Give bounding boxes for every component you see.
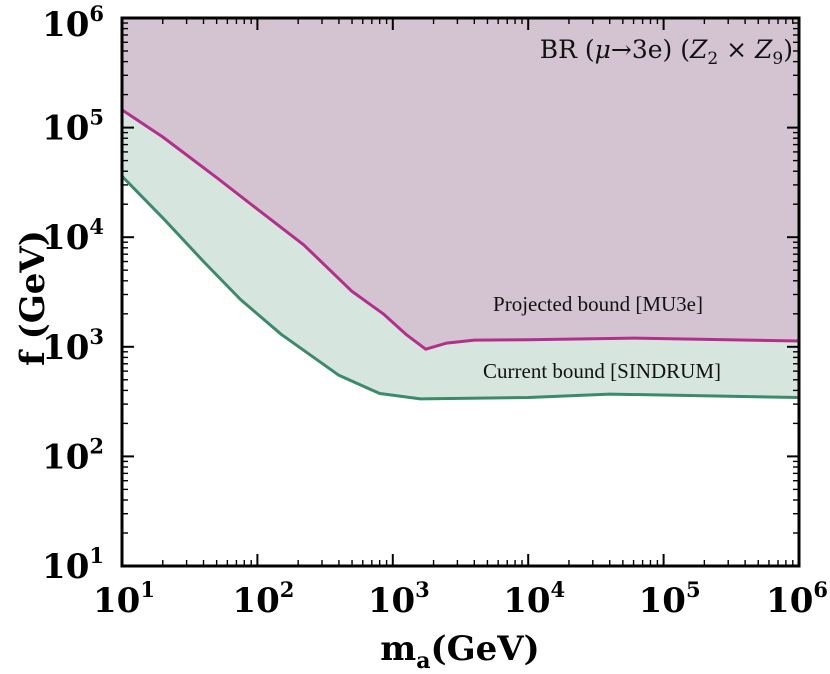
- x-tick-label: 103: [368, 577, 430, 621]
- x-tick-label: 101: [93, 577, 155, 621]
- y-tick-label: 105: [42, 105, 104, 149]
- plot-frame: [120, 16, 801, 568]
- x-tick-label: 102: [232, 577, 294, 621]
- region-fills: [122, 18, 799, 399]
- bound-curves: [120, 108, 800, 401]
- current-excluded-region: [122, 109, 799, 399]
- y-tick-labels: 101 102 103 104 105 106: [42, 1, 104, 587]
- current-bound-label: Current bound [SINDRUM]: [483, 359, 721, 383]
- x-tick-label: 105: [639, 577, 701, 621]
- y-tick-label: 103: [42, 324, 104, 368]
- projected-excluded-region: [122, 18, 799, 350]
- x-tick-label: 106: [766, 577, 828, 621]
- x-tick-label: 104: [503, 577, 565, 621]
- y-tick-label: 104: [42, 214, 104, 258]
- projected-bound-label: Projected bound [MU3e]: [493, 292, 703, 316]
- x-tick-labels: 101 102 103 104 105 106: [93, 577, 828, 621]
- y-tick-label: 106: [42, 1, 104, 45]
- current-bound-line: [120, 175, 800, 401]
- y-tick-label: 102: [42, 433, 104, 477]
- projected-bound-line: [121, 108, 800, 351]
- y-axis-title: f (GeV): [13, 230, 53, 366]
- x-axis-title: ma(GeV): [380, 629, 539, 674]
- y-tick-label: 101: [42, 543, 104, 587]
- chart-title: BR (μ→3e) (Z2 × Z9): [540, 35, 793, 69]
